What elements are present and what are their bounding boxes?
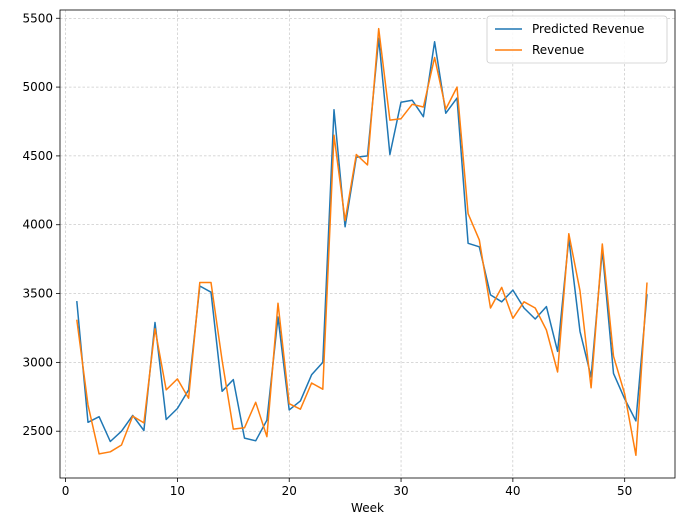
y-tick-label: 4500 <box>22 149 53 163</box>
y-tick-label: 5000 <box>22 80 53 94</box>
legend-label-revenue: Revenue <box>532 43 584 57</box>
series-line-predicted-revenue <box>76 37 648 443</box>
series-lines <box>76 27 648 457</box>
legend-box <box>486 15 668 64</box>
x-tick-label: 10 <box>170 484 185 498</box>
y-tick-label: 5500 <box>22 11 53 25</box>
y-tick-label: 3000 <box>22 355 53 369</box>
y-tick-label: 2500 <box>22 424 53 438</box>
x-tick-label: 0 <box>62 484 70 498</box>
axis-ticks: 0 10 20 30 40 50 2500 3000 3500 4000 4500 5000 5500 <box>22 11 632 498</box>
x-tick-label: 30 <box>393 484 408 498</box>
legend: Predicted Revenue Revenue <box>486 15 668 64</box>
y-tick-label: 4000 <box>22 218 53 232</box>
x-tick-label: 50 <box>617 484 632 498</box>
x-axis-label: Week <box>351 501 384 515</box>
x-tick-label: 20 <box>282 484 297 498</box>
plot-frame <box>59 9 676 479</box>
series-line-revenue <box>76 27 648 457</box>
y-tick-label: 3500 <box>22 287 53 301</box>
legend-label-predicted: Predicted Revenue <box>532 22 644 36</box>
x-tick-label: 40 <box>505 484 520 498</box>
